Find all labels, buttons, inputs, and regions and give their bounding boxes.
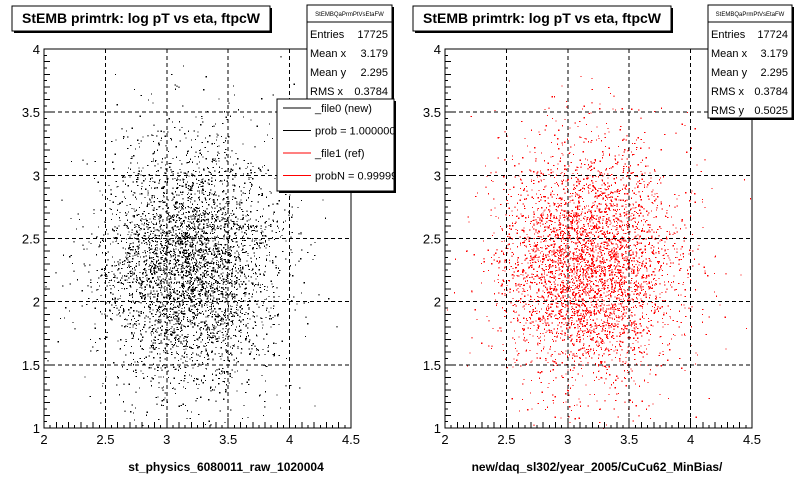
axis-ticks xyxy=(43,48,352,429)
y-tick-label: 3.5 xyxy=(423,105,441,120)
x-tick-label: 4.5 xyxy=(342,432,360,447)
stats-row-value: 2.295 xyxy=(760,67,788,79)
stats-row-label: Entries xyxy=(310,29,345,41)
tick-labels: 2 2.5 3 3.5 4 4.5 1 1.5 2 2.5 3 3.5 4 xyxy=(22,42,360,447)
legend-label: _file0 (new) xyxy=(314,103,372,115)
stats-row-value: 0.3784 xyxy=(754,86,788,98)
x-tick-label: 2.5 xyxy=(96,432,114,447)
scatter-marker xyxy=(45,56,338,427)
grid xyxy=(44,49,351,428)
stats-frame xyxy=(707,4,793,119)
y-tick-label: 3 xyxy=(33,168,40,183)
y-tick-label: 1 xyxy=(434,421,441,436)
legend-entries: _file0 (new) prob = 1.000000 _file1 (ref) p… xyxy=(283,103,403,183)
x-tick-label: 4.5 xyxy=(743,432,761,447)
x-tick-label: 3.5 xyxy=(219,432,237,447)
stats-name: StEMBQaPrmPtVsEtaFW xyxy=(315,12,384,18)
stats-row-label: RMS x xyxy=(310,86,344,98)
stats-row-value: 0.3784 xyxy=(354,86,388,98)
tick-labels: 2 2.5 3 3.5 4 4.5 1 1.5 2 2.5 3 3.5 4 xyxy=(423,42,761,447)
axis-ticks xyxy=(444,48,753,429)
stats-row-label: Entries xyxy=(711,29,746,41)
y-tick-label: 2.5 xyxy=(22,232,40,247)
title-box xyxy=(11,5,271,32)
x-tick-label: 2 xyxy=(40,432,47,447)
y-tick-label: 1.5 xyxy=(22,358,40,373)
y-tick-label: 2.5 xyxy=(423,232,441,247)
stats-row-value: 17724 xyxy=(757,29,788,41)
stats-name: StEMBQaPrmPtVsEtaFW xyxy=(716,12,785,18)
x-tick-label: 3.5 xyxy=(620,432,638,447)
stats-row-value: 3.179 xyxy=(360,48,388,60)
stats-row-label: Mean y xyxy=(310,67,347,79)
stats-row-label: Mean y xyxy=(711,67,748,79)
y-tick-label: 4 xyxy=(33,42,40,57)
stats-row-label: RMS x xyxy=(711,86,745,98)
grid xyxy=(445,49,752,428)
stats-row-label: Mean x xyxy=(310,48,347,60)
x-axis-label: st_physics_6080011_raw_1020004 xyxy=(128,460,324,474)
stats-box: StEMBQaPrmPtVsEtaFW Entries 17724 Mean x 3.1… xyxy=(707,4,794,120)
y-tick-label: 1.5 xyxy=(423,358,441,373)
stats-row-value: 2.295 xyxy=(360,67,388,79)
y-tick-label: 4 xyxy=(434,42,441,57)
legend-label: _file1 (ref) xyxy=(314,148,365,160)
scatter-marker xyxy=(446,76,752,429)
title-box xyxy=(412,5,672,32)
x-tick-label: 2.5 xyxy=(497,432,515,447)
stats-row-value: 17725 xyxy=(357,29,388,41)
x-tick-label: 3 xyxy=(564,432,571,447)
stats-row-label: RMS y xyxy=(711,105,745,117)
stats-row-label: Mean x xyxy=(711,48,748,60)
y-tick-label: 2 xyxy=(33,295,40,310)
legend: _file0 (new) prob = 1.000000 _file1 (ref) p… xyxy=(276,98,403,193)
y-tick-label: 3.5 xyxy=(22,105,40,120)
x-tick-label: 4 xyxy=(286,432,293,447)
chart-panel-2: 2 2.5 3 3.5 4 4.5 1 1.5 2 2.5 3 3.5 4 new/daq_sl302/y… xyxy=(412,4,794,474)
y-tick-label: 2 xyxy=(434,295,441,310)
legend-label: probN = 0.999999 xyxy=(315,171,403,183)
x-tick-label: 2 xyxy=(441,432,448,447)
stats-row-value: 3.179 xyxy=(760,48,788,60)
stats-row-value: 0.5025 xyxy=(754,105,788,117)
chart-title: StEMB primtrk: log pT vs eta, ftpcW xyxy=(22,10,261,26)
legend-label: prob = 1.000000 xyxy=(315,126,395,138)
x-tick-label: 4 xyxy=(687,432,694,447)
x-axis-label: new/daq_sl302/year_2005/CuCu62_MinBias/ xyxy=(472,460,723,474)
scatter-points xyxy=(45,56,338,427)
x-tick-label: 3 xyxy=(163,432,170,447)
y-tick-label: 3 xyxy=(434,168,441,183)
chart-panel-1: 2 2.5 3 3.5 4 4.5 1 1.5 2 2.5 3 3.5 4 st_physics_6080… xyxy=(11,4,403,474)
chart-title: StEMB primtrk: log pT vs eta, ftpcW xyxy=(423,10,662,26)
scatter-points xyxy=(446,76,752,429)
y-tick-label: 1 xyxy=(33,421,40,436)
